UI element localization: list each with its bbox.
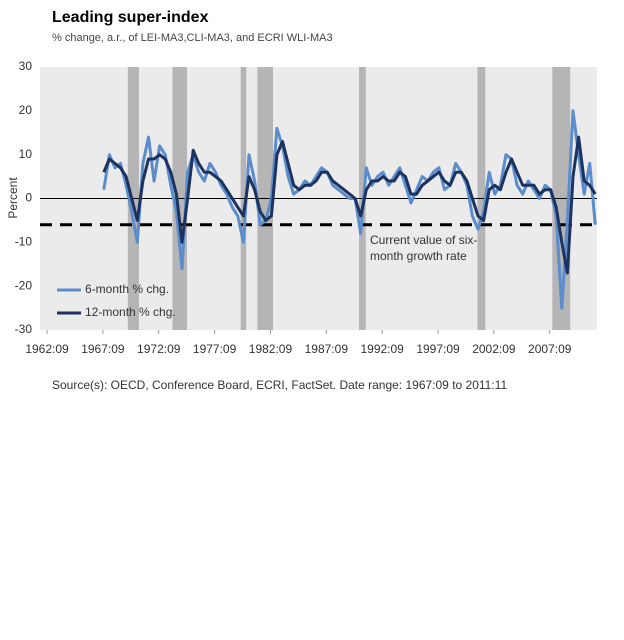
source-note: Source(s): OECD, Conference Board, ECRI,… [52, 378, 507, 392]
annotation: Current value of six- [370, 233, 477, 247]
chart-title: Leading super-index [52, 9, 209, 26]
x-tick-label: 1962:09 [25, 342, 69, 356]
x-tick-label: 1982:09 [249, 342, 293, 356]
x-tick-label: 1997:09 [416, 342, 460, 356]
x-tick-label: 1992:09 [360, 342, 404, 356]
y-tick-label: -20 [15, 278, 33, 292]
annotation: month growth rate [370, 249, 467, 263]
x-tick-label: 1967:09 [81, 342, 125, 356]
legend-label: 12-month % chg. [85, 305, 176, 319]
y-axis-label: Percent [6, 177, 20, 219]
y-tick-label: 10 [19, 147, 33, 161]
legend-label: 6-month % chg. [85, 282, 169, 296]
x-tick-label: 1987:09 [305, 342, 349, 356]
x-tick-label: 1972:09 [137, 342, 181, 356]
y-tick-label: -10 [15, 235, 33, 249]
y-tick-label: -30 [15, 322, 33, 336]
chart-subtitle: % change, a.r., of LEI-MA3,CLI-MA3, and … [52, 32, 333, 44]
y-tick-label: 20 [19, 103, 33, 117]
y-tick-label: 0 [25, 191, 32, 205]
x-tick-label: 2007:09 [528, 342, 572, 356]
x-tick-label: 1977:09 [193, 342, 237, 356]
series-line [102, 135, 597, 275]
y-tick-label: 30 [19, 59, 33, 73]
x-tick-label: 2002:09 [472, 342, 516, 356]
